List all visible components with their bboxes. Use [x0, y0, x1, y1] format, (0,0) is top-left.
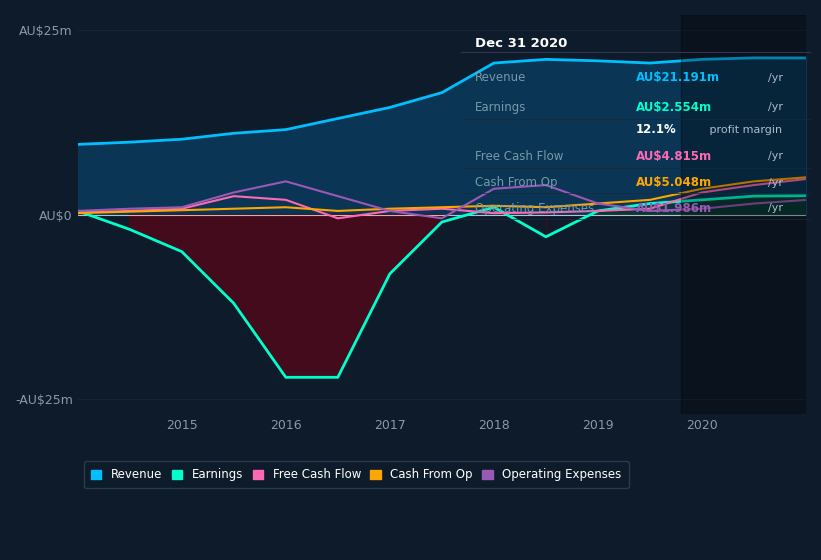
Text: Operating Expenses: Operating Expenses — [475, 202, 594, 215]
Text: profit margin: profit margin — [706, 125, 782, 135]
Text: Free Cash Flow: Free Cash Flow — [475, 150, 564, 163]
Legend: Revenue, Earnings, Free Cash Flow, Cash From Op, Operating Expenses: Revenue, Earnings, Free Cash Flow, Cash … — [84, 461, 629, 488]
Text: AU$4.815m: AU$4.815m — [636, 150, 712, 163]
Text: /yr: /yr — [768, 178, 783, 188]
Text: 12.1%: 12.1% — [636, 123, 677, 136]
Text: AU$5.048m: AU$5.048m — [636, 176, 712, 189]
Text: AU$21.191m: AU$21.191m — [636, 71, 720, 84]
Text: /yr: /yr — [768, 203, 783, 213]
Text: AU$2.554m: AU$2.554m — [636, 101, 712, 114]
Text: Revenue: Revenue — [475, 71, 527, 84]
Text: Earnings: Earnings — [475, 101, 527, 114]
Text: AU$1.986m: AU$1.986m — [636, 202, 712, 215]
Text: /yr: /yr — [768, 102, 783, 112]
Text: Dec 31 2020: Dec 31 2020 — [475, 37, 568, 50]
Text: /yr: /yr — [768, 151, 783, 161]
Text: Cash From Op: Cash From Op — [475, 176, 557, 189]
Text: /yr: /yr — [768, 73, 783, 82]
Bar — [681, 15, 806, 414]
